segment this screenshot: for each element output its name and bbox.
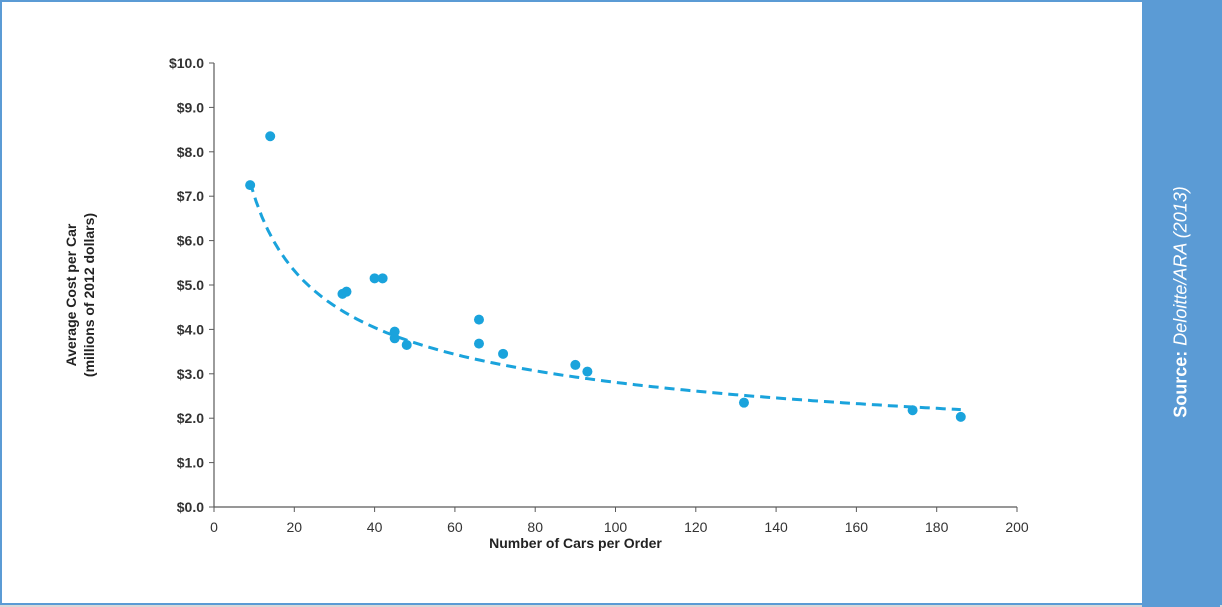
x-tick-label: 180 [925, 519, 949, 535]
trendline-curve [248, 181, 961, 412]
data-point [498, 348, 509, 359]
data-point [582, 366, 593, 377]
x-tick-label: 0 [210, 519, 218, 535]
y-tick-label: $0.0 [177, 499, 204, 515]
x-axis-title: Number of Cars per Order [489, 535, 662, 551]
data-point [738, 397, 749, 408]
data-point [473, 314, 484, 325]
x-tick-label: 20 [287, 519, 303, 535]
source-citation: Deloitte/ARA (2013) [1170, 186, 1191, 346]
source-label: Source: [1170, 350, 1191, 418]
x-tick-label: 40 [367, 519, 383, 535]
y-tick-label: $3.0 [177, 366, 204, 382]
data-point [377, 273, 388, 284]
y-tick-label: $4.0 [177, 321, 204, 337]
source-sidebar: Source: Deloitte/ARA (2013) [1142, 2, 1220, 607]
y-tick-label: $7.0 [177, 188, 204, 204]
y-axis-title-line1: Average Cost per Car [63, 223, 79, 366]
scatter-chart: $0.0 $1.0 $2.0 $3.0 $4.0 $5.0 $6.0 $7.0 $8.0 $9.0… [63, 55, 1029, 551]
data-point [401, 339, 412, 350]
y-axis-title-line2: (millions of 2012 dollars) [81, 213, 97, 377]
data-point [473, 338, 484, 349]
y-tick-label: $9.0 [177, 99, 204, 115]
data-point [341, 286, 352, 297]
data-point [369, 273, 380, 284]
x-tick-label: 120 [684, 519, 708, 535]
data-point [570, 359, 581, 370]
x-tick-label: 100 [604, 519, 628, 535]
y-tick-label: $8.0 [177, 144, 204, 160]
data-point [907, 405, 918, 416]
data-point [955, 411, 966, 422]
y-tick-label: $1.0 [177, 455, 204, 471]
x-tick-label: 60 [447, 519, 463, 535]
y-tick-label: $10.0 [169, 55, 204, 71]
x-tick-label: 160 [845, 519, 869, 535]
source-caption: Source: Deloitte/ARA (2013) [1171, 186, 1192, 417]
data-point [389, 333, 400, 344]
data-point [265, 131, 276, 142]
x-tick-label: 80 [527, 519, 543, 535]
data-point [245, 180, 256, 191]
y-tick-label: $2.0 [177, 410, 204, 426]
y-tick-label: $6.0 [177, 233, 204, 249]
x-tick-label: 140 [764, 519, 788, 535]
chart-panel: $0.0 $1.0 $2.0 $3.0 $4.0 $5.0 $6.0 $7.0 $8.0 $9.0… [16, 16, 1144, 593]
y-tick-label: $5.0 [177, 277, 204, 293]
x-tick-label: 200 [1005, 519, 1029, 535]
